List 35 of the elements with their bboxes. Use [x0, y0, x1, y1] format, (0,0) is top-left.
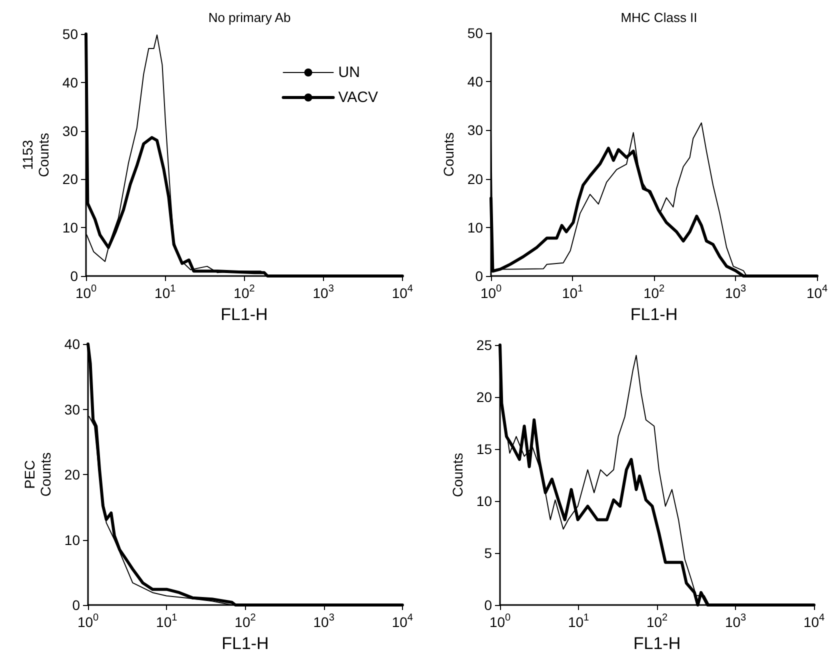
x-axis-title: FL1-H	[630, 305, 678, 324]
y-tick-label: 10	[467, 219, 484, 236]
y-tick-label: 20	[476, 389, 492, 405]
y-tick-label: 30	[62, 122, 78, 139]
legend-label: UN	[338, 64, 360, 81]
x-axis-title: FL1-H	[222, 634, 269, 653]
y-tick-label: 40	[62, 74, 78, 90]
y-tick-label: 0	[484, 597, 492, 613]
y-tick-label: 10	[64, 532, 80, 548]
y-tick-label: 0	[72, 597, 80, 613]
chart-title: No primary Ab	[208, 10, 291, 25]
y-tick-label: 0	[475, 268, 484, 284]
y-tick-label: 15	[476, 441, 492, 457]
y-axis-title: PEC Counts	[22, 452, 54, 497]
legend-label: VACV	[338, 89, 378, 106]
y-axis-title: Counts	[450, 452, 466, 498]
y-tick-label: 25	[476, 337, 492, 353]
y-tick-label: 0	[70, 268, 78, 284]
y-tick-label: 20	[64, 466, 80, 482]
y-tick-label: 20	[62, 171, 78, 188]
chart-title: MHC Class II	[620, 10, 698, 25]
y-axis-title: Counts	[440, 132, 457, 177]
y-tick-label: 50	[62, 26, 78, 42]
y-tick-label: 20	[467, 170, 484, 187]
y-tick-label: 5	[484, 545, 492, 561]
x-axis-title: FL1-H	[633, 634, 681, 653]
x-axis-title: FL1-H	[220, 305, 268, 324]
y-tick-label: 10	[62, 220, 78, 236]
y-axis-title: 1153 Counts	[20, 132, 52, 178]
y-tick-label: 10	[476, 493, 492, 509]
y-tick-label: 40	[467, 74, 484, 90]
y-tick-label: 30	[467, 122, 484, 138]
y-tick-label: 40	[64, 336, 80, 352]
y-tick-label: 50	[467, 25, 484, 41]
y-tick-label: 30	[64, 401, 80, 418]
